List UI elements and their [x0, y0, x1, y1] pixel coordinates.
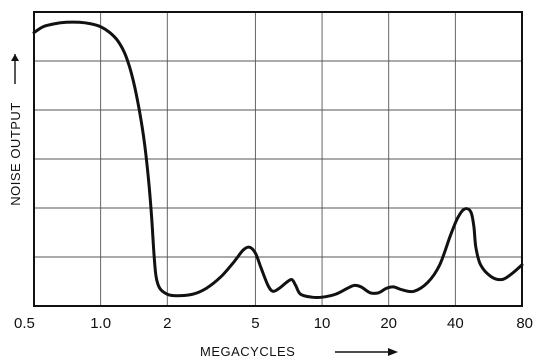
- x-tick-label: 0.5: [14, 315, 35, 332]
- plot-frame: [33, 11, 523, 307]
- x-tick-label: 1.0: [90, 315, 111, 332]
- noise-output-curve: [32, 20, 524, 300]
- x-tick-label: 20: [380, 315, 397, 332]
- grid: [33, 12, 523, 306]
- x-tick-label: 40: [447, 315, 464, 332]
- x-axis-label: MEGACYCLES: [200, 344, 295, 359]
- y-axis-arrow-head: [11, 54, 19, 61]
- y-axis-label: NOISE OUTPUT: [8, 102, 23, 206]
- x-tick-label: 2: [163, 315, 171, 332]
- x-tick-label: 5: [251, 315, 259, 332]
- y-axis-label-group: NOISE OUTPUT: [8, 54, 23, 206]
- series-layer: [32, 20, 524, 300]
- x-tick-labels: 0.5 1.0 2 5 10 20 40 80: [14, 315, 533, 332]
- x-axis-arrow-head: [388, 348, 398, 356]
- x-axis-label-group: MEGACYCLES: [200, 344, 398, 359]
- x-tick-label: 10: [314, 315, 331, 332]
- x-tick-label: 80: [516, 315, 533, 332]
